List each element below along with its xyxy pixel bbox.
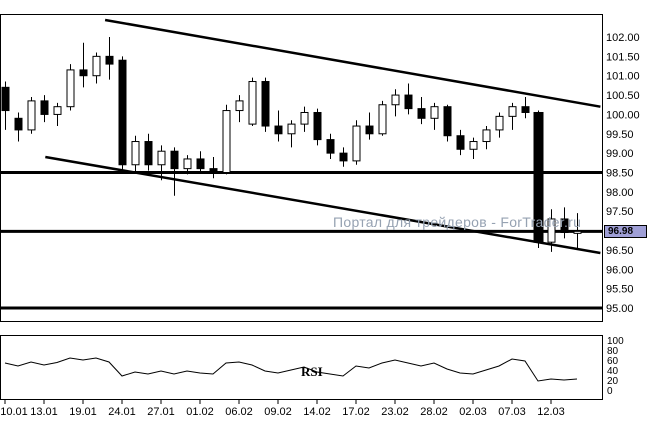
candle-down	[365, 125, 374, 135]
price-tick-label: 100.00	[606, 109, 640, 121]
trendlines	[45, 18, 601, 255]
candle-down	[170, 150, 179, 170]
horizontal-levels	[0, 170, 603, 310]
price-tick-label: 101.50	[606, 51, 640, 63]
candle-down	[118, 59, 127, 166]
candle-up	[131, 141, 140, 166]
main-panel-frame	[0, 14, 603, 322]
candle-down	[404, 94, 413, 110]
price-tick-label: 100.50	[606, 90, 640, 102]
time-axis: 10.01 13.01 19.01 24.01 27.01 01.02 06.02 09.02…	[0, 400, 565, 418]
time-tick-label: 12.03	[537, 406, 565, 418]
price-tick-label: 101.00	[606, 71, 640, 83]
candle-up	[430, 106, 439, 119]
rsi-label: RSI	[301, 364, 323, 379]
candle-down	[417, 108, 426, 119]
time-tick-label: 19.01	[69, 406, 97, 418]
candle-down	[274, 125, 283, 135]
rsi-tick-label: 80	[607, 346, 619, 357]
candle-up	[222, 110, 231, 173]
time-tick-label: 10.01	[0, 406, 28, 418]
price-tick-label: 98.50	[606, 167, 634, 179]
candle-down	[443, 106, 452, 137]
price-tick-label: 99.50	[606, 129, 634, 141]
candle-up	[547, 218, 556, 243]
candle-up	[92, 55, 101, 77]
candle-down	[560, 218, 569, 234]
last-price-badge: 96.98	[604, 225, 647, 239]
candle-up	[378, 104, 387, 135]
time-tick-label: 27.01	[147, 406, 175, 418]
candle-up	[248, 81, 257, 125]
candle-up	[300, 111, 309, 125]
candle-down	[209, 168, 218, 173]
time-tick-label: 14.02	[303, 406, 331, 418]
price-tick-label: 102.00	[606, 32, 640, 44]
time-tick-label: 23.02	[381, 406, 409, 418]
candle-down	[79, 69, 88, 77]
candles	[1, 37, 582, 252]
price-axis-labels: 102.00 101.50 101.00 100.50 100.00 99.50 99.00…	[606, 32, 640, 315]
price-tick-label: 97.50	[606, 206, 634, 218]
time-tick-label: 13.01	[30, 406, 58, 418]
trendline	[104, 18, 601, 108]
time-tick-label: 07.03	[498, 406, 526, 418]
candle-down	[313, 111, 322, 141]
candle-down	[261, 81, 270, 127]
candle-up	[235, 100, 244, 112]
candle-up	[469, 141, 478, 150]
candle-down	[1, 86, 10, 112]
watermark: Портал для трейдеров - ForTrader.ru	[333, 214, 582, 230]
time-tick-label: 02.03	[459, 406, 487, 418]
price-tick-label: 95.50	[606, 284, 634, 296]
time-tick-label: 24.01	[108, 406, 136, 418]
time-tick-label: 09.02	[264, 406, 292, 418]
candle-down	[105, 55, 114, 65]
time-tick-label: 17.02	[342, 406, 370, 418]
candle-up	[27, 100, 36, 131]
candle-down	[144, 141, 153, 166]
price-tick-label: 96.50	[606, 245, 634, 257]
candle-down	[14, 117, 23, 131]
rsi-tick-label: 20	[607, 376, 619, 387]
candle-up	[495, 115, 504, 131]
rsi-tick-label: 0	[607, 386, 613, 397]
rsi-line	[4, 357, 578, 382]
rsi-tick-label: 60	[607, 356, 619, 367]
time-tick-label: 28.02	[420, 406, 448, 418]
candle-up	[482, 129, 491, 143]
candle-up	[183, 158, 192, 170]
trendline	[45, 155, 601, 255]
candle-up	[66, 69, 75, 108]
rsi-tick-label: 100	[607, 336, 624, 347]
candle-up	[391, 94, 400, 106]
rsi-panel-frame	[0, 335, 603, 400]
candle-down	[339, 152, 348, 162]
time-tick-label: 06.02	[225, 406, 253, 418]
candle-down	[521, 106, 530, 113]
candle-up	[287, 123, 296, 135]
candle-down	[326, 139, 335, 154]
price-tick-label: 95.00	[606, 303, 634, 315]
main-panel-border	[0, 14, 603, 322]
time-tick-label: 01.02	[186, 406, 214, 418]
candle-down	[40, 100, 49, 115]
candle-down	[456, 135, 465, 150]
rsi-tick-label: 40	[607, 366, 619, 377]
candle-up	[53, 106, 62, 115]
price-tick-label: 98.00	[606, 187, 634, 199]
price-tick-label: 96.00	[606, 264, 634, 276]
candle-down	[196, 158, 205, 170]
price-tick-label: 99.00	[606, 148, 634, 160]
candle-up	[508, 106, 517, 117]
candle-up	[157, 150, 166, 166]
candle-up	[573, 230, 582, 234]
candle-up	[352, 125, 361, 162]
